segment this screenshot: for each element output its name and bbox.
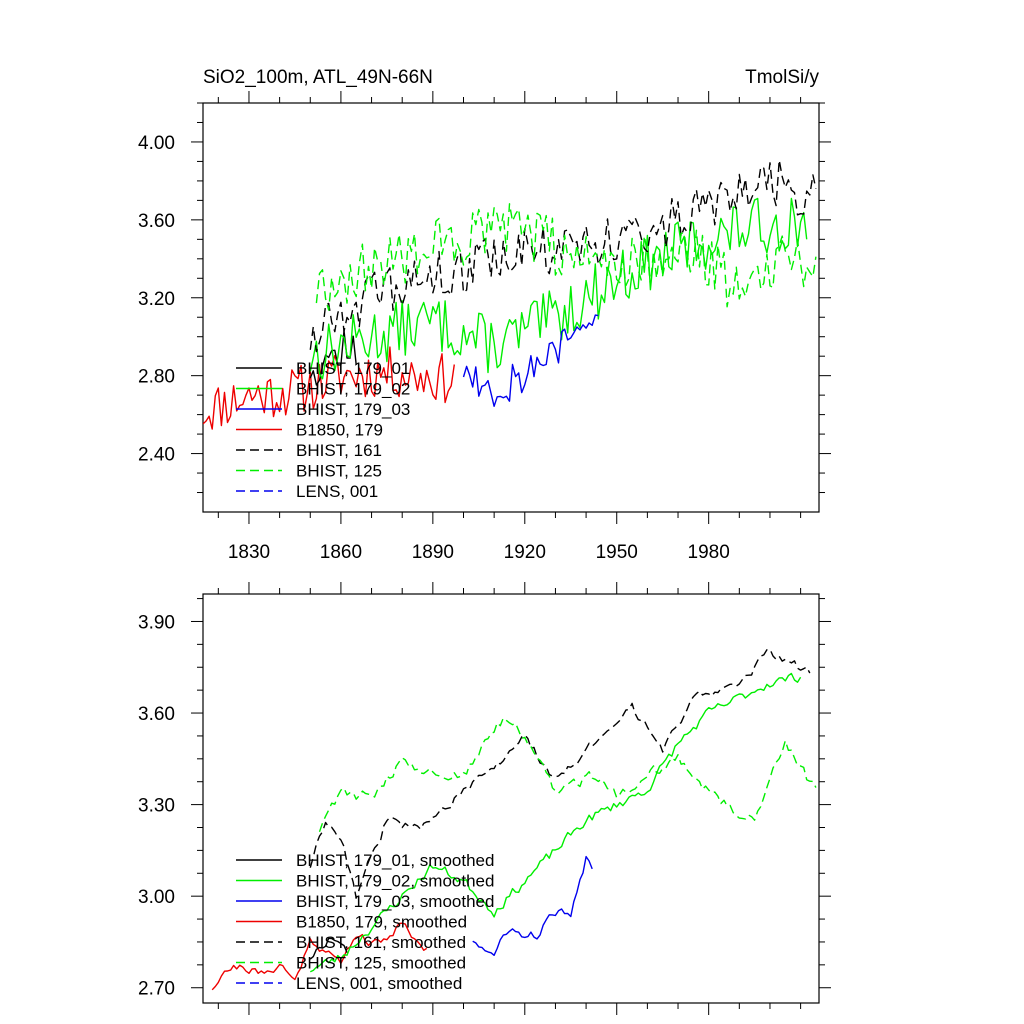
top-panel-units: TmolSi/y	[745, 67, 819, 88]
bottom-series-bhist-179-02-smoothed	[310, 672, 802, 973]
top-x-tick-label: 1920	[504, 542, 546, 563]
top-y-tick-label: 3.20	[138, 289, 175, 310]
bottom-y-tick-label: 3.90	[138, 612, 175, 633]
top-legend-label: LENS, 001	[296, 482, 378, 501]
bottom-series-bhist-125-smoothed	[318, 717, 817, 833]
bottom-y-tick-label: 3.00	[138, 887, 175, 908]
bottom-series-bhist-161-smoothed	[309, 648, 811, 899]
bottom-legend-label: BHIST, 161, smoothed	[296, 933, 466, 952]
top-series-bhist-179-01	[309, 329, 357, 386]
top-y-tick-label: 2.40	[138, 445, 175, 466]
top-legend-label: BHIST, 179_02	[296, 380, 410, 399]
bottom-series-bhist-179-01-smoothed	[309, 937, 348, 960]
top-series-bhist-125	[315, 203, 817, 311]
bottom-legend-label: BHIST, 179_02, smoothed	[296, 872, 494, 891]
top-legend-label: BHIST, 125	[296, 462, 382, 481]
bottom-legend-label: B1850, 179, smoothed	[296, 913, 467, 932]
top-panel-title: SiO2_100m, ATL_49N-66N	[203, 67, 433, 88]
bottom-y-tick-label: 2.70	[138, 979, 175, 1000]
top-series-bhist-161	[309, 159, 817, 353]
bottom-series-b1850-179-smoothed	[211, 922, 428, 991]
top-x-tick-label: 1860	[320, 542, 362, 563]
top-y-tick-label: 3.60	[138, 211, 175, 232]
top-x-tick-label: 1950	[596, 542, 638, 563]
top-legend-label: BHIST, 179_01	[296, 359, 410, 378]
top-x-tick-label: 1830	[228, 542, 270, 563]
bottom-series-bhist-179-03-smoothed	[472, 855, 593, 956]
bottom-legend-label: LENS, 001, smoothed	[296, 974, 462, 993]
top-y-tick-label: 2.80	[138, 367, 175, 388]
top-x-tick-label: 1980	[688, 542, 730, 563]
bottom-series-group	[211, 648, 817, 991]
bottom-plot-frame	[202, 593, 820, 1004]
bottom-panel: 2.70 3.00 3.30 3.60 3.90 BHIST, 179_01, smoot…	[138, 582, 831, 1015]
bottom-plot-area: 2.70 3.00 3.30 3.60 3.90 BHIST, 179_01, smoot…	[138, 582, 831, 1015]
bottom-y-tick-label: 3.60	[138, 704, 175, 725]
top-legend-label: B1850, 179	[296, 421, 383, 440]
top-series-b1850-179	[203, 346, 455, 430]
top-series-bhist-179-03	[462, 314, 599, 407]
top-plot-area: 2.40 2.80 3.20 3.60 4.00 1830 1860 1890 1920 1950…	[138, 91, 831, 563]
bottom-legend-label: BHIST, 125, smoothed	[296, 954, 466, 973]
top-series-bhist-179-02	[309, 197, 808, 380]
top-plot-frame	[202, 102, 820, 513]
bottom-y-tick-label: 3.30	[138, 796, 175, 817]
top-x-tick-label: 1890	[412, 542, 454, 563]
top-legend-label: BHIST, 179_03	[296, 400, 410, 419]
bottom-legend-label: BHIST, 179_03, smoothed	[296, 892, 494, 911]
bottom-legend: BHIST, 179_01, smoothed BHIST, 179_02, sm…	[236, 851, 494, 993]
bottom-legend-label: BHIST, 179_01, smoothed	[296, 851, 494, 870]
top-legend-label: BHIST, 161	[296, 441, 382, 460]
top-series-group	[203, 159, 817, 430]
top-y-tick-label: 4.00	[138, 133, 175, 154]
top-panel: SiO2_100m, ATL_49N-66N TmolSi/y 2.40 2.80…	[138, 67, 831, 563]
